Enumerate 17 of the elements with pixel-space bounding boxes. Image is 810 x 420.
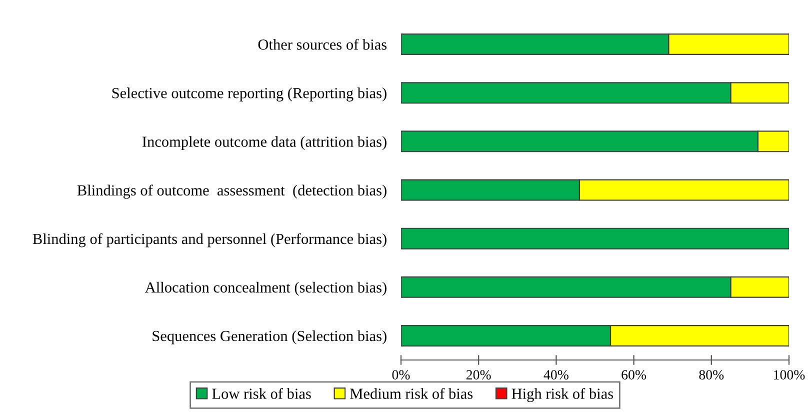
x-tick-label: 40%: [544, 370, 568, 380]
bar: [401, 228, 789, 250]
x-tick-label: 20%: [466, 370, 491, 380]
x-tick-label: 100%: [774, 370, 805, 380]
y-tick-label: Incomplete outcome data (attrition bias): [142, 136, 386, 150]
y-tick-label: Selective outcome reporting (Reporting bias): [112, 88, 386, 102]
legend-label: Low risk of bias: [212, 388, 311, 399]
legend-label: Medium risk of bias: [350, 388, 473, 399]
y-tick-label: Sequences Generation (Selection bias): [152, 330, 386, 344]
y-tick-label: Allocation concealment (selection bias): [145, 282, 386, 296]
y-tick-label: Blinding of participants and personnel (Performance bias): [32, 233, 386, 248]
x-tick-label: 0%: [392, 370, 410, 380]
y-tick-label: Blindings of outcome assessment (detection bias): [77, 184, 386, 199]
y-tick-label: Other sources of bias: [258, 38, 387, 50]
x-tick-label: 60%: [622, 370, 646, 380]
legend-label: High risk of bias: [512, 388, 614, 402]
x-tick-label: 80%: [699, 370, 724, 380]
